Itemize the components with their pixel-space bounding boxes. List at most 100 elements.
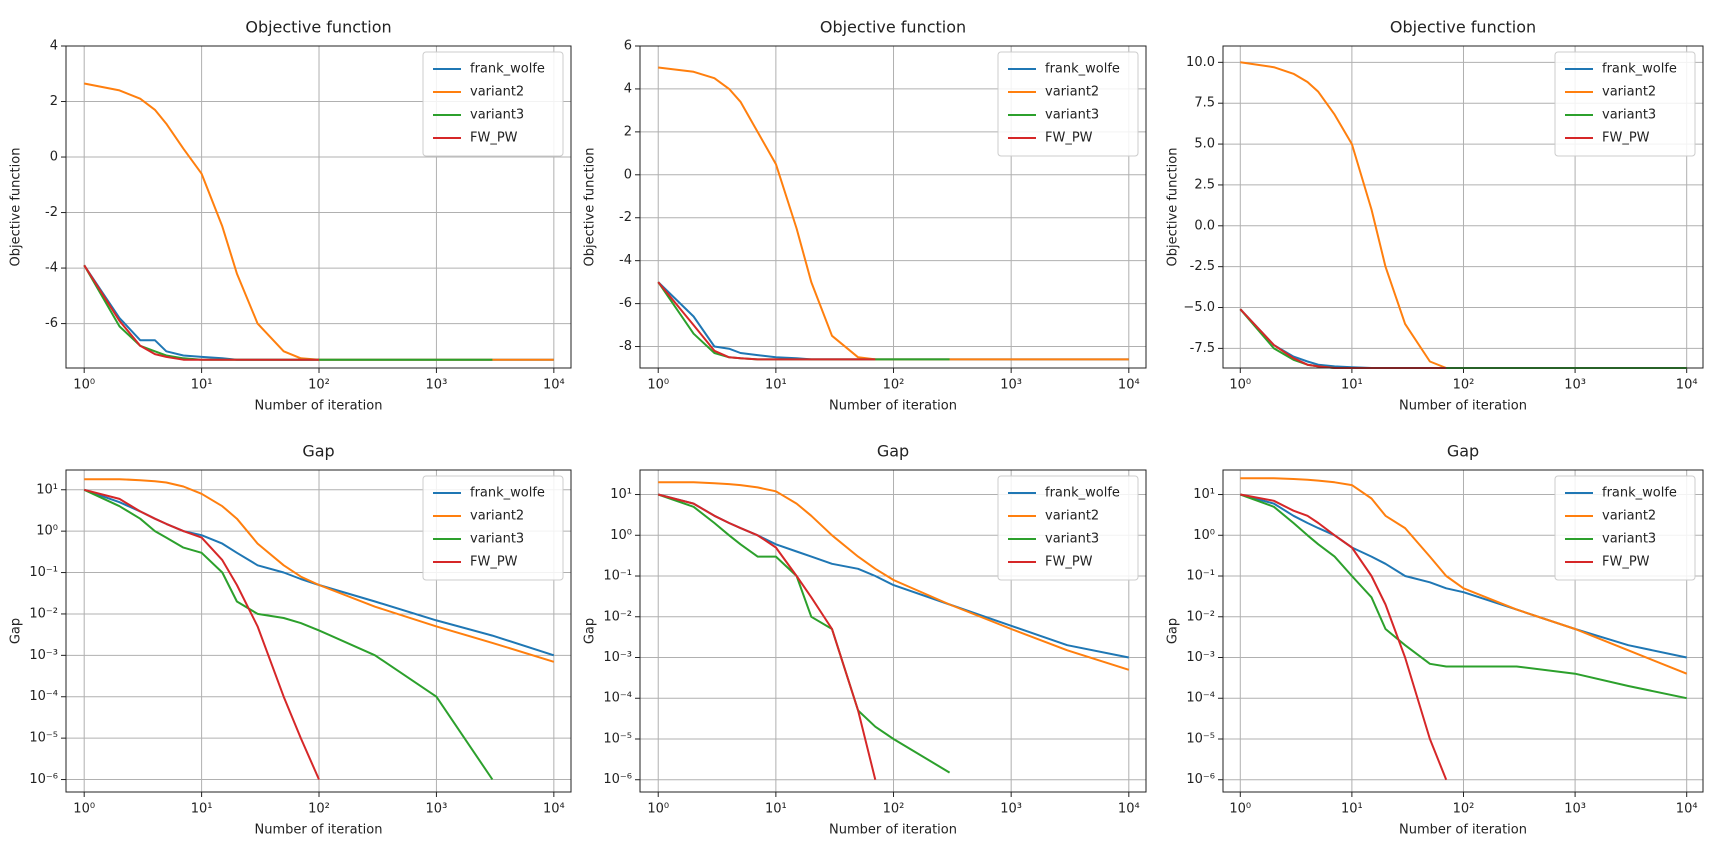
x-axis-label: Number of iteration [1399,823,1527,838]
y-axis-label: Gap [583,618,598,644]
y-tick-label: 0 [624,167,632,182]
y-tick-label: 10⁰ [1193,528,1215,543]
legend-box [422,475,564,581]
y-tick-label: 10¹ [1193,487,1215,502]
legend-label: frank_wolfe [1602,486,1677,501]
series-line [657,493,877,780]
x-tick-label: 10⁴ [1118,378,1140,393]
x-tick-label: 10⁰ [647,802,669,817]
x-tick-label: 10⁰ [73,802,95,817]
series-line [83,264,493,361]
subplot: 10⁰ 10¹ 10² 10³ 10⁴ 10⁻⁶ 10⁻⁵ 10⁻⁴ 10⁻³ 10⁻² 10⁻¹ 1… [9,442,572,838]
series-line [658,481,1130,671]
y-tick-label: 10⁻⁴ [29,689,58,704]
plot-frame [639,469,1147,793]
legend-label: variant2 [470,85,524,100]
y-tick-label: 10⁻² [29,606,58,621]
legend-label: variant3 [470,532,524,547]
plot-frame [65,45,572,369]
x-tick-label: 10⁴ [1676,378,1698,393]
legend-label: FW_PW [470,131,518,146]
legend-box [1554,475,1696,581]
x-tick-label: 10¹ [191,378,213,393]
x-tick-label: 10⁰ [647,378,669,393]
y-tick-label: 2 [50,94,58,109]
x-tick-label: 10⁰ [1229,378,1251,393]
legend-label: frank_wolfe [1045,486,1120,501]
legend-label: FW_PW [1602,555,1650,570]
y-tick-label: 2 [624,124,632,139]
y-tick-label: 10⁻³ [1186,650,1215,665]
x-axis-label: Number of iteration [829,823,957,838]
y-tick-label: 6 [624,39,632,54]
y-tick-label: 10⁻⁵ [603,731,632,746]
series-line [658,66,1129,361]
plot-frame [65,469,572,793]
legend-box [422,51,564,157]
x-tick-label: 10³ [1000,802,1022,817]
series-line [1239,493,1687,700]
legend-label: variant3 [1602,532,1656,547]
y-tick-label: 7.5 [1194,96,1215,111]
series-line [83,264,319,361]
series-line [84,478,555,663]
x-tick-label: 10² [883,378,905,393]
y-tick-label: -6 [45,316,58,331]
chart-title: Objective function [1390,18,1536,37]
y-tick-label: 10⁻⁶ [1186,772,1215,787]
y-tick-label: 10⁻² [603,609,632,624]
x-tick-label: 10¹ [765,378,787,393]
y-tick-label: 4 [624,81,632,96]
x-tick-label: 10³ [426,378,448,393]
x-tick-label: 10³ [426,802,448,817]
x-tick-label: 10¹ [191,802,213,817]
y-tick-label: -7.5 [1190,341,1215,356]
series-line [1240,477,1688,675]
chart-title: Objective function [245,18,391,37]
legend-label: variant3 [1045,532,1099,547]
x-tick-label: 10⁴ [543,802,565,817]
legend-label: FW_PW [470,555,518,570]
legend-label: FW_PW [1602,131,1650,146]
series-line [83,488,320,780]
chart-title: Gap [302,442,334,461]
legend-label: variant2 [470,509,524,524]
x-tick-label: 10¹ [1341,378,1363,393]
legend-label: variant2 [1602,509,1656,524]
x-tick-label: 10² [1453,378,1475,393]
y-tick-label: -8 [619,339,632,354]
x-axis-label: Number of iteration [255,399,383,414]
legend-label: variant2 [1045,509,1099,524]
x-tick-label: 10⁴ [1118,802,1140,817]
x-tick-label: 10¹ [765,802,787,817]
legend-label: frank_wolfe [470,486,545,501]
legend-label: FW_PW [1045,131,1093,146]
x-tick-label: 10⁰ [73,378,95,393]
x-tick-label: 10⁰ [1229,802,1251,817]
y-axis-label: Objective function [1166,148,1181,267]
series-line [657,493,951,774]
y-tick-label: 10⁻⁶ [29,772,58,787]
y-axis-label: Objective function [9,148,24,267]
y-tick-label: -2 [619,210,632,225]
legend-label: variant2 [1045,85,1099,100]
legend-label: frank_wolfe [470,62,545,77]
y-axis-label: Gap [9,618,24,644]
y-tick-label: -6 [619,296,632,311]
x-tick-label: 10² [883,802,905,817]
y-tick-label: 10¹ [610,487,632,502]
x-tick-label: 10⁴ [1676,802,1698,817]
legend-box [997,475,1139,581]
legend-label: variant3 [470,108,524,123]
plot-frame [639,45,1147,369]
x-tick-label: 10⁴ [543,378,565,393]
legend-label: frank_wolfe [1045,62,1120,77]
series-line [1240,493,1448,781]
chart-title: Gap [877,442,909,461]
y-tick-label: 10⁻¹ [603,569,632,584]
y-axis-label: Objective function [583,148,598,267]
x-tick-label: 10³ [1564,802,1586,817]
legend-label: FW_PW [1045,555,1093,570]
x-tick-label: 10² [308,802,330,817]
